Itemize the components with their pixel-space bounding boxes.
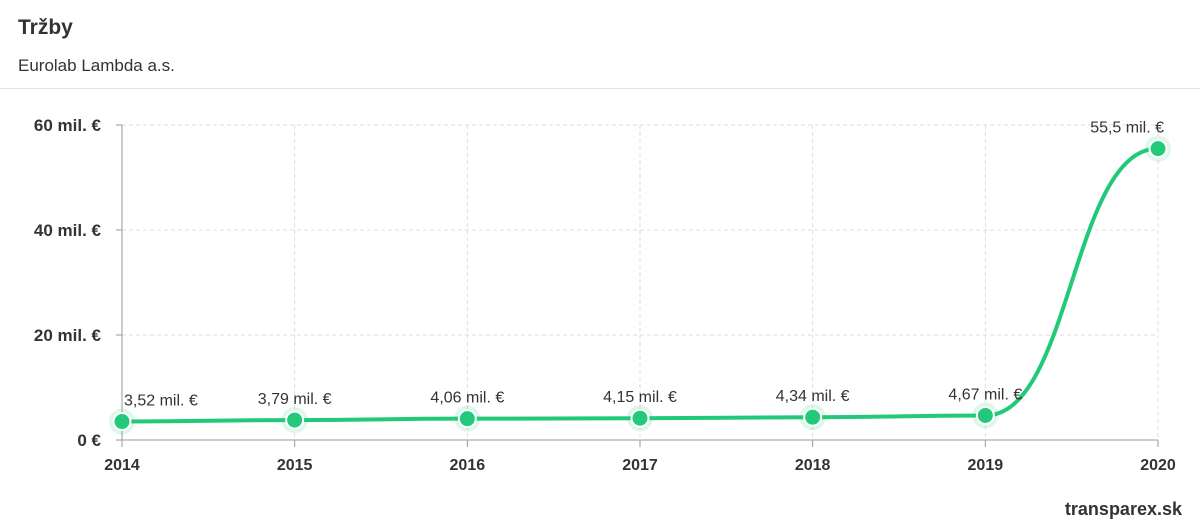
x-tick-label: 2020 [1140, 457, 1176, 474]
data-point [112, 412, 132, 432]
y-tick-label: 40 mil. € [34, 221, 102, 240]
data-label: 3,79 mil. € [258, 391, 332, 408]
data-label: 4,34 mil. € [776, 388, 850, 405]
data-label: 3,52 mil. € [124, 393, 198, 410]
x-tick-label: 2016 [450, 457, 486, 474]
data-point [975, 405, 995, 425]
data-point [630, 408, 650, 428]
data-label: 4,06 mil. € [430, 390, 504, 407]
y-tick-label: 60 mil. € [34, 116, 102, 135]
chart-subtitle: Eurolab Lambda a.s. [18, 56, 175, 75]
x-tick-label: 2015 [277, 457, 313, 474]
x-tick-label: 2014 [104, 457, 140, 474]
data-point [803, 407, 823, 427]
y-tick-label: 20 mil. € [34, 326, 102, 345]
data-label: 4,67 mil. € [948, 386, 1022, 403]
data-label: 4,15 mil. € [603, 389, 677, 406]
chart-title: Tržby [18, 16, 73, 39]
x-tick-label: 2017 [622, 457, 658, 474]
source-credit: transparex.sk [1064, 499, 1182, 519]
chart-header: Tržby Eurolab Lambda a.s. [0, 0, 1200, 89]
x-tick-label: 2018 [795, 457, 831, 474]
y-tick-label: 0 € [77, 431, 101, 450]
data-point [457, 409, 477, 429]
x-tick-label: 2019 [968, 457, 1004, 474]
data-label: 55,5 mil. € [1090, 120, 1164, 137]
data-point [1148, 139, 1168, 159]
data-point [285, 410, 305, 430]
